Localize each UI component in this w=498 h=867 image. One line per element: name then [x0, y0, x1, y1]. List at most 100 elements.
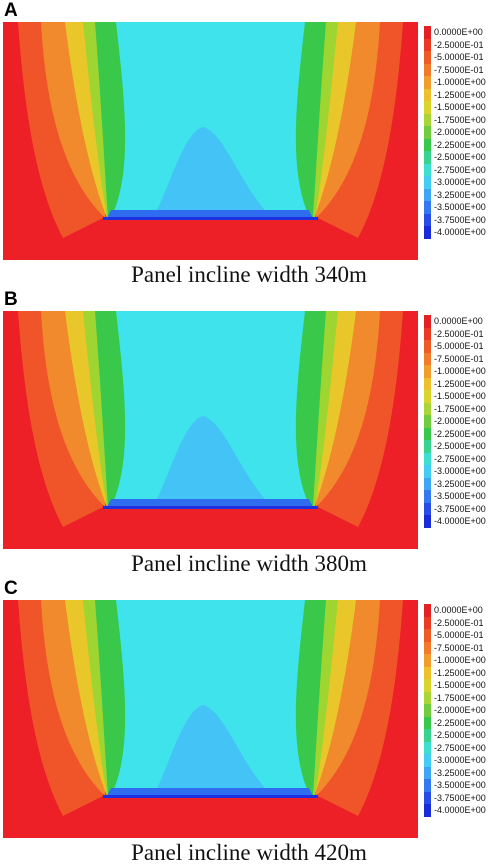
legend-label: -1.5000E+00 — [434, 391, 486, 401]
legend-label: -4.0000E+00 — [434, 516, 486, 526]
legend-row: -4.0000E+00 — [424, 226, 498, 239]
legend-row: -1.0000E+00 — [424, 76, 498, 89]
legend-swatch — [424, 76, 431, 89]
legend-row: -1.2500E+00 — [424, 666, 498, 679]
legend-label: -1.7500E+00 — [434, 114, 486, 125]
contour-plot — [3, 311, 418, 549]
legend-row: -2.2500E+00 — [424, 427, 498, 440]
legend-swatch — [424, 515, 431, 528]
legend-row: -3.2500E+00 — [424, 477, 498, 490]
legend-swatch — [424, 138, 431, 151]
legend-label: -2.2500E+00 — [434, 428, 486, 439]
deep-blue-strip — [103, 217, 318, 220]
panel-b: B 0.0000E+00 -2.5000E-01 -5.0000E-01 -7.… — [0, 289, 498, 578]
legend-row: -2.7500E+00 — [424, 741, 498, 754]
legend-label: -1.7500E+00 — [434, 692, 486, 703]
legend-label: -1.2500E+00 — [434, 667, 486, 678]
legend-swatch — [424, 213, 431, 226]
legend-row: 0.0000E+00 — [424, 26, 498, 39]
legend-label: -3.2500E+00 — [434, 767, 486, 778]
legend-swatch — [424, 63, 431, 76]
legend-row: -1.7500E+00 — [424, 402, 498, 415]
legend-swatch — [424, 779, 431, 792]
legend-row: -2.5000E-01 — [424, 616, 498, 629]
legend-swatch — [424, 604, 431, 617]
legend-row: 0.0000E+00 — [424, 315, 498, 328]
legend-swatch — [424, 629, 431, 642]
legend-row: -4.0000E+00 — [424, 804, 498, 817]
legend-label: -3.7500E+00 — [434, 792, 486, 803]
legend-row: 0.0000E+00 — [424, 604, 498, 617]
color-legend: 0.0000E+00 -2.5000E-01 -5.0000E-01 -7.50… — [424, 315, 498, 528]
legend-swatch — [424, 26, 431, 39]
legend-label: -7.5000E-01 — [434, 353, 484, 364]
legend-row: -3.2500E+00 — [424, 766, 498, 779]
legend-label: -3.0000E+00 — [434, 177, 486, 187]
legend-row: -1.5000E+00 — [424, 679, 498, 692]
legend-label: -2.0000E+00 — [434, 705, 486, 715]
legend-row: -2.2500E+00 — [424, 716, 498, 729]
legend-swatch — [424, 327, 431, 340]
legend-row: -3.0000E+00 — [424, 176, 498, 189]
legend-row: -2.5000E+00 — [424, 440, 498, 453]
legend-row: -1.7500E+00 — [424, 113, 498, 126]
legend-label: -2.0000E+00 — [434, 416, 486, 426]
panel-a: A 0.0000E+00 -2.5000E-01 -5.0000E-01 -7.… — [0, 0, 498, 289]
legend-swatch — [424, 201, 431, 214]
legend-row: -3.7500E+00 — [424, 213, 498, 226]
legend-label: -1.0000E+00 — [434, 655, 486, 665]
legend-swatch — [424, 88, 431, 101]
legend-label: -3.0000E+00 — [434, 466, 486, 476]
legend-label: -1.0000E+00 — [434, 77, 486, 87]
legend-row: -2.5000E-01 — [424, 38, 498, 51]
legend-row: -4.0000E+00 — [424, 515, 498, 528]
legend-row: -2.7500E+00 — [424, 163, 498, 176]
legend-row: -3.0000E+00 — [424, 465, 498, 478]
legend-label: 0.0000E+00 — [434, 316, 483, 326]
contour-map — [3, 600, 418, 838]
legend-row: -2.0000E+00 — [424, 704, 498, 717]
deep-blue-strip — [103, 506, 318, 509]
legend-swatch — [424, 151, 431, 164]
legend-row: -2.0000E+00 — [424, 415, 498, 428]
color-legend: 0.0000E+00 -2.5000E-01 -5.0000E-01 -7.50… — [424, 26, 498, 239]
legend-row: -5.0000E-01 — [424, 340, 498, 353]
legend-row: -2.7500E+00 — [424, 452, 498, 465]
legend-row: -7.5000E-01 — [424, 641, 498, 654]
panel-caption: Panel incline width 420m — [131, 840, 367, 865]
legend-swatch — [424, 741, 431, 754]
legend-label: -2.7500E+00 — [434, 164, 486, 175]
legend-swatch — [424, 666, 431, 679]
legend-row: -1.2500E+00 — [424, 88, 498, 101]
legend-label: -3.7500E+00 — [434, 503, 486, 514]
legend-row: -1.0000E+00 — [424, 365, 498, 378]
legend-row: -3.5000E+00 — [424, 201, 498, 214]
legend-swatch — [424, 679, 431, 692]
legend-label: -5.0000E-01 — [434, 52, 484, 62]
contour-map — [3, 22, 418, 260]
legend-label: -4.0000E+00 — [434, 227, 486, 237]
legend-swatch — [424, 226, 431, 239]
legend-swatch — [424, 691, 431, 704]
legend-row: -1.0000E+00 — [424, 654, 498, 667]
legend-swatch — [424, 176, 431, 189]
legend-swatch — [424, 415, 431, 428]
legend-label: 0.0000E+00 — [434, 27, 483, 37]
legend-swatch — [424, 465, 431, 478]
legend-label: -2.7500E+00 — [434, 742, 486, 753]
legend-row: -3.0000E+00 — [424, 754, 498, 767]
legend-row: -3.7500E+00 — [424, 502, 498, 515]
legend-label: -7.5000E-01 — [434, 642, 484, 653]
legend-label: -3.2500E+00 — [434, 478, 486, 489]
legend-row: -2.5000E-01 — [424, 327, 498, 340]
legend-swatch — [424, 490, 431, 503]
legend-swatch — [424, 804, 431, 817]
sky-blue-zone — [153, 127, 273, 218]
legend-label: -1.7500E+00 — [434, 403, 486, 414]
legend-swatch — [424, 352, 431, 365]
legend-row: -2.0000E+00 — [424, 126, 498, 139]
panel-caption: Panel incline width 380m — [131, 551, 367, 576]
legend-label: -1.0000E+00 — [434, 366, 486, 376]
legend-label: -1.2500E+00 — [434, 378, 486, 389]
legend-row: -1.5000E+00 — [424, 390, 498, 403]
